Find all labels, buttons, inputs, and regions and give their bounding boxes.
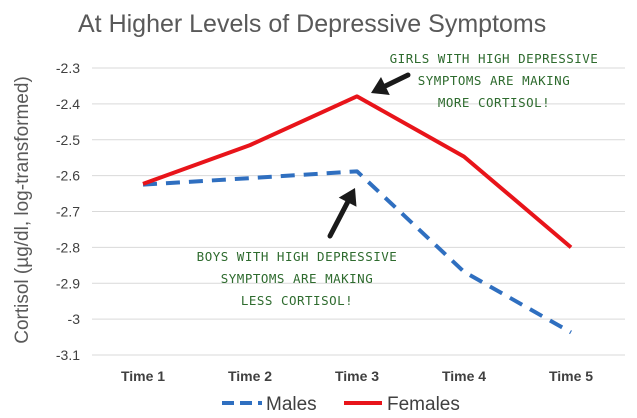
y-tick-label: -3.1 [56,347,80,363]
y-tick-label: -2.8 [56,239,80,255]
arrow-icon [371,72,411,95]
svg-text:Males: Males [266,394,317,415]
y-tick-label: -3 [68,311,81,327]
x-tick-label: Time 2 [228,368,272,384]
gridlines [92,67,625,356]
y-axis-label: Cortisol (µg/dl, log-transformed) [12,76,33,344]
y-tick-label: -2.9 [56,275,80,291]
chart-title: At Higher Levels of Depressive Symptoms [78,10,546,38]
y-tick-label: -2.7 [56,204,80,220]
annotation-arrows [327,72,411,239]
x-tick-label: Time 5 [549,368,593,384]
annotation-text: GIRLS WITH HIGH DEPRESSIVE SYMPTOMS ARE M… [390,51,599,110]
legend-item-females: Females [344,394,460,415]
arrow-icon [327,188,357,239]
x-tick-label: Time 1 [121,368,165,384]
y-tick-label: -2.5 [56,132,80,148]
svg-text:Females: Females [387,394,460,415]
x-tick-label: Time 4 [442,368,486,384]
y-tick-label: -2.6 [56,168,80,184]
annotations: GIRLS WITH HIGH DEPRESSIVE SYMPTOMS ARE M… [197,51,599,308]
series-lines [142,94,573,335]
legend: Males Females [222,394,460,415]
y-tick-label: -2.4 [56,96,80,112]
y-tick-label: -2.3 [56,60,80,76]
series-line-females [142,94,573,249]
x-tick-label: Time 3 [335,368,379,384]
legend-item-males: Males [222,394,317,415]
annotation-text: BOYS WITH HIGH DEPRESSIVE SYMPTOMS ARE MA… [197,249,398,308]
series-line-males [142,169,572,335]
x-tick-labels: Time 1 Time 2 Time 3 Time 4 Time 5 [121,368,593,384]
y-tick-labels: -2.3 -2.4 -2.5 -2.6 -2.7 -2.8 -2.9 -3 -3.1 [56,60,80,363]
